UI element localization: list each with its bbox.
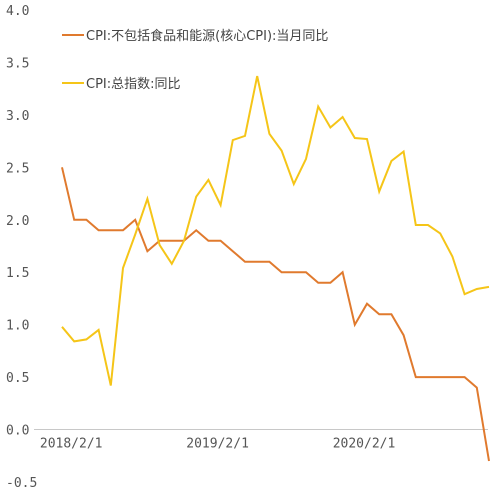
y-tick-label: 1.0 bbox=[6, 319, 29, 334]
y-tick-label: 3.5 bbox=[6, 56, 29, 71]
x-tick-label: 2020/2/1 bbox=[333, 437, 396, 452]
series-lines bbox=[61, 75, 490, 462]
y-tick-label: 2.5 bbox=[6, 161, 29, 176]
series-line-core-cpi bbox=[61, 167, 490, 462]
y-tick-label: 0.5 bbox=[6, 371, 29, 386]
legend-label-cpi-total: CPI:总指数:同比 bbox=[86, 77, 181, 92]
legend-label-core-cpi: CPI:不包括食品和能源(核心CPI):当月同比 bbox=[86, 28, 328, 44]
x-tick-label: 2018/2/1 bbox=[40, 437, 103, 452]
legend: CPI:不包括食品和能源(核心CPI):当月同比 CPI:总指数:同比 bbox=[62, 28, 328, 92]
x-tick-label: 2019/2/1 bbox=[186, 437, 249, 452]
axes: -0.5 0.0 0.5 1.0 1.5 2.0 2.5 3.0 3.5 4.0 2018/2/1 2… bbox=[6, 4, 488, 491]
y-tick-label: -0.5 bbox=[6, 476, 37, 491]
y-tick-label: 1.5 bbox=[6, 266, 29, 281]
legend-item-cpi-total: CPI:总指数:同比 bbox=[62, 77, 181, 92]
y-tick-label: 4.0 bbox=[6, 4, 29, 19]
y-tick-label: 2.0 bbox=[6, 214, 29, 229]
series-line-cpi-total bbox=[61, 75, 490, 386]
y-tick-label: 3.0 bbox=[6, 109, 29, 124]
y-tick-label: 0.0 bbox=[6, 424, 29, 439]
legend-item-core-cpi: CPI:不包括食品和能源(核心CPI):当月同比 bbox=[62, 28, 328, 44]
